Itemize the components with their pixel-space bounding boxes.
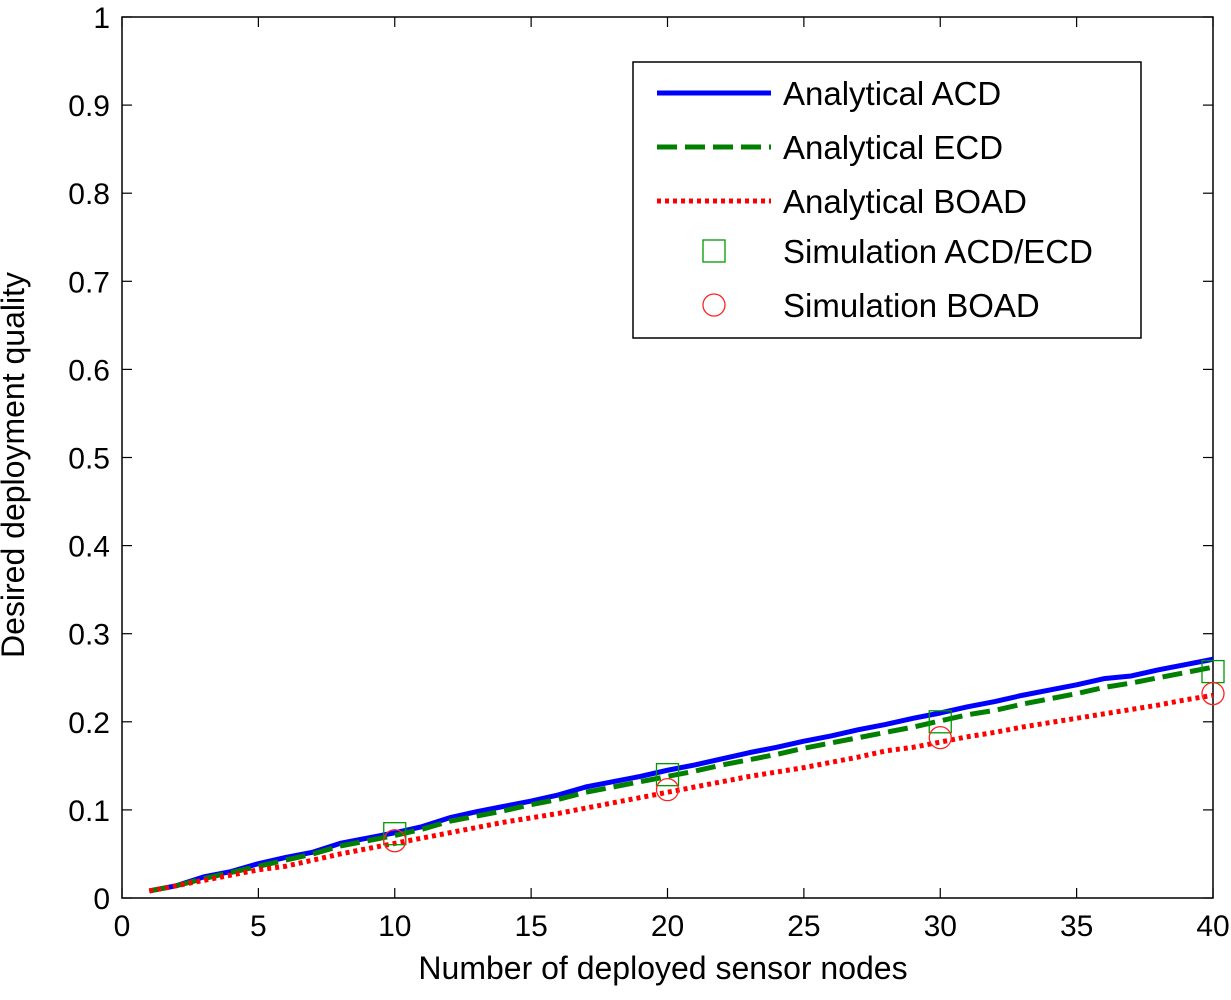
ticks-layer: 0 5 10 15 20 25 30 35 40 0 0.1 0.2 0.3 0.4 0.5 0.6 0.7 0.… bbox=[68, 2, 1229, 943]
y-tick-label: 0.7 bbox=[68, 266, 110, 299]
series-line-analytical-ecd bbox=[148, 664, 1214, 894]
sim-boad-circle-marker bbox=[383, 829, 407, 853]
legend: Analytical ACD Analytical ECD Analytical… bbox=[632, 61, 1142, 339]
y-tick-label: 0.3 bbox=[68, 619, 110, 652]
x-tick-label: 40 bbox=[1196, 910, 1229, 943]
sim-acd-ecd-square-marker bbox=[655, 763, 680, 787]
x-tick-label: 0 bbox=[114, 910, 131, 943]
x-tick-label: 35 bbox=[1060, 910, 1093, 943]
markers-layer bbox=[383, 659, 1225, 853]
y-tick-label: 0.4 bbox=[68, 531, 110, 564]
legend-label-analytical-acd: Analytical ACD bbox=[783, 75, 1001, 112]
x-tick-label: 25 bbox=[787, 910, 820, 943]
legend-box bbox=[632, 61, 1142, 339]
y-tick-label: 0.2 bbox=[68, 707, 110, 740]
sim-boad-circle-marker bbox=[655, 777, 680, 802]
x-tick-label: 5 bbox=[250, 910, 267, 943]
sim-acd-ecd-square-marker bbox=[928, 710, 952, 734]
legend-label-analytical-ecd: Analytical ECD bbox=[783, 129, 1003, 166]
y-tick-label: 0.5 bbox=[68, 443, 110, 476]
y-tick-label: 0.9 bbox=[68, 90, 110, 123]
x-tick-label: 30 bbox=[924, 910, 957, 943]
series-line-analytical-boad bbox=[148, 692, 1214, 894]
y-tick-label: 0 bbox=[93, 883, 110, 916]
legend-label-simulation-acd-ecd: Simulation ACD/ECD bbox=[783, 233, 1093, 270]
legend-marker-circle bbox=[702, 293, 726, 317]
y-tick-label: 1 bbox=[93, 2, 110, 35]
legend-label-simulation-boad: Simulation BOAD bbox=[783, 287, 1040, 324]
y-tick-label: 0.6 bbox=[68, 354, 110, 387]
sim-boad-circle-marker bbox=[928, 726, 952, 750]
sim-boad-circle-marker bbox=[1201, 681, 1225, 706]
legend-label-analytical-boad: Analytical BOAD bbox=[783, 183, 1027, 220]
y-axis-label: Desired deployment quality bbox=[0, 272, 31, 658]
y-tick-label: 0.8 bbox=[68, 178, 110, 211]
series-layer bbox=[148, 656, 1214, 894]
legend-marker-square bbox=[702, 239, 726, 263]
x-axis-label: Number of deployed sensor nodes bbox=[418, 950, 907, 986]
sim-acd-ecd-square-marker bbox=[383, 822, 407, 846]
y-tick-label: 0.1 bbox=[68, 795, 110, 828]
x-tick-label: 15 bbox=[514, 910, 547, 943]
x-tick-label: 20 bbox=[651, 910, 684, 943]
x-tick-label: 10 bbox=[378, 910, 411, 943]
